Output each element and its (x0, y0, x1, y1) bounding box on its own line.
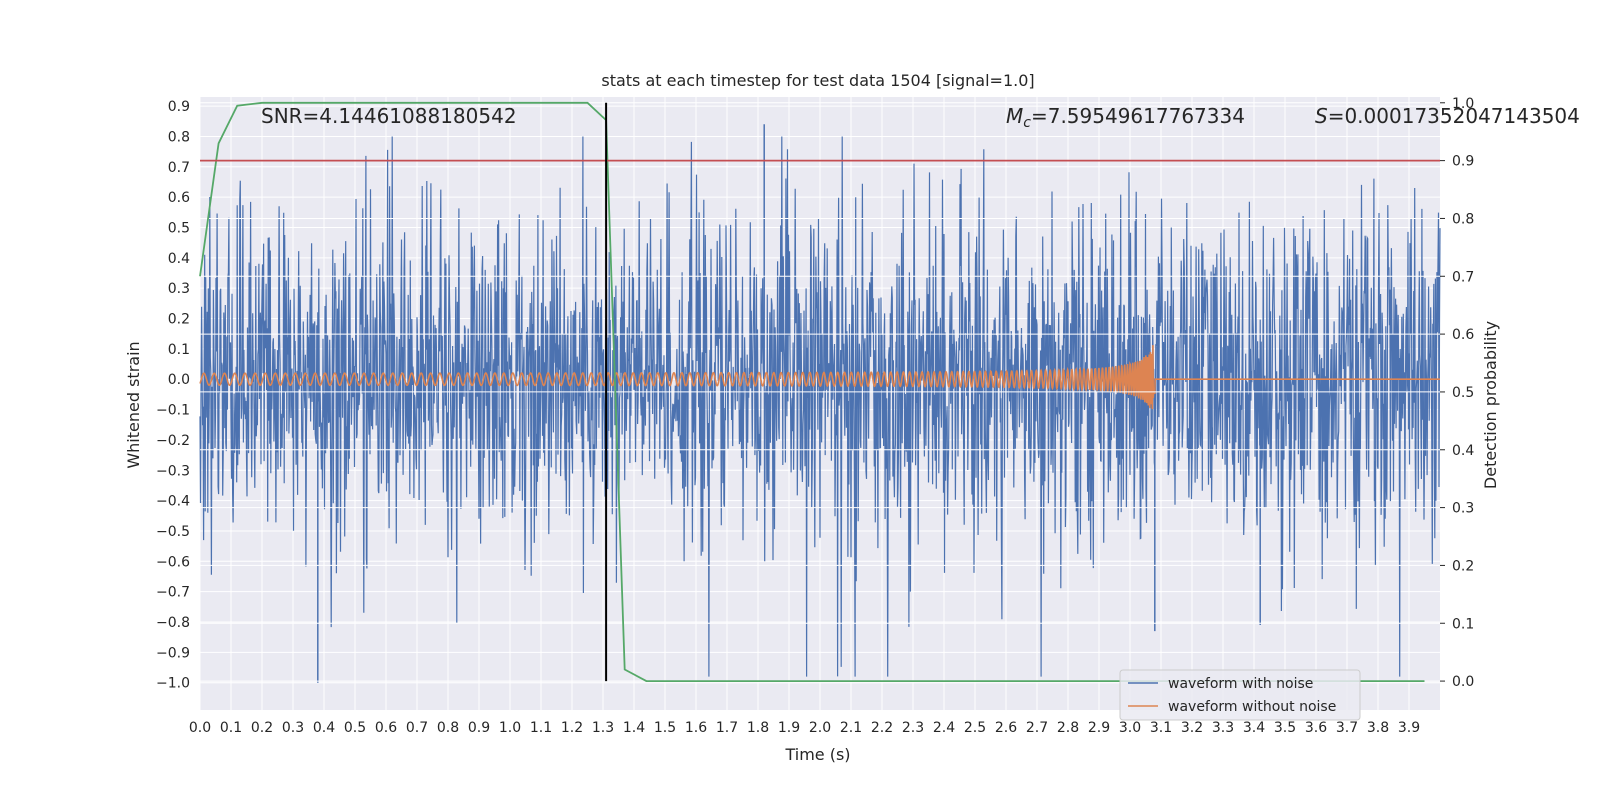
x-tick-label: 2.9 (1088, 720, 1110, 736)
x-tick-label: 3.9 (1398, 720, 1420, 736)
y-right-tick-label: 0.2 (1452, 558, 1474, 574)
legend-label-noise: waveform with noise (1168, 676, 1313, 692)
y-right-tick-label: 0.6 (1452, 327, 1474, 343)
y-tick-label: −0.6 (156, 554, 190, 570)
y-tick-label: 0.5 (168, 220, 190, 236)
x-tick-label: 3.6 (1305, 720, 1327, 736)
x-tick-label: 1.0 (499, 720, 521, 736)
chirp-mass-annotation: Mc=7.59549617767334 (1006, 104, 1245, 131)
s-symbol: S (1315, 104, 1328, 128)
x-tick-label: 0.9 (468, 720, 490, 736)
x-tick-label: 2.0 (809, 720, 831, 736)
y-tick-label: 0.0 (168, 372, 190, 388)
y-tick-label: 0.2 (168, 312, 190, 328)
x-tick-label: 2.6 (995, 720, 1017, 736)
x-tick-label: 0.7 (406, 720, 428, 736)
y-right-axis-ticks: 1.0 0.9 0.8 0.7 0.6 0.5 0.4 0.3 0.2 0.1 0.0 (1440, 96, 1474, 690)
x-tick-label: 2.8 (1057, 720, 1079, 736)
x-axis-ticks: 0.0 0.1 0.2 0.3 0.4 0.5 0.6 0.7 0.8 0.9 1.0 1.1 1.2 1… (189, 720, 1420, 736)
chirp-mass-symbol: M (1006, 104, 1023, 128)
y-tick-label: −0.2 (156, 433, 190, 449)
y-tick-label: −0.3 (156, 463, 190, 479)
y-right-tick-label: 0.7 (1452, 269, 1474, 285)
x-tick-label: 2.3 (902, 720, 924, 736)
x-tick-label: 3.2 (1181, 720, 1203, 736)
y-tick-label: 0.9 (168, 99, 190, 115)
x-tick-label: 1.5 (654, 720, 676, 736)
y-right-tick-label: 0.3 (1452, 501, 1474, 517)
y-axis-label: Whitened strain (124, 341, 143, 468)
legend: waveform with noise waveform without noi… (1119, 669, 1361, 721)
chart-title: stats at each timestep for test data 150… (601, 71, 1034, 90)
x-tick-label: 1.8 (747, 720, 769, 736)
x-tick-label: 2.2 (871, 720, 893, 736)
y-tick-label: 0.8 (168, 129, 190, 145)
x-tick-label: 2.7 (1026, 720, 1048, 736)
y-tick-label: 0.1 (168, 342, 190, 358)
x-tick-label: 1.4 (623, 720, 645, 736)
x-tick-label: 0.4 (313, 720, 335, 736)
x-tick-label: 3.1 (1150, 720, 1172, 736)
x-tick-label: 1.6 (685, 720, 707, 736)
x-tick-label: 3.8 (1367, 720, 1389, 736)
x-tick-label: 2.5 (964, 720, 986, 736)
x-tick-label: 3.0 (1119, 720, 1141, 736)
y-tick-label: −0.1 (156, 403, 190, 419)
x-tick-label: 3.7 (1336, 720, 1358, 736)
line-waveform-without-noise (199, 345, 1440, 410)
chirp-mass-subscript: c (1023, 115, 1031, 131)
y-tick-label: −0.7 (156, 585, 190, 601)
y-right-tick-label: 1.0 (1452, 96, 1474, 112)
x-tick-label: 1.9 (778, 720, 800, 736)
x-tick-label: 1.3 (592, 720, 614, 736)
x-tick-label: 0.1 (220, 720, 242, 736)
line-detection-probability (199, 101, 1425, 682)
series-detection-probability (199, 101, 1425, 682)
y-tick-label: −0.8 (156, 615, 190, 631)
x-tick-label: 0.3 (282, 720, 304, 736)
series-waveform-without-noise (199, 345, 1440, 410)
s-value: =0.00017352047143504 (1328, 104, 1580, 128)
x-tick-label: 0.5 (344, 720, 366, 736)
x-tick-label: 0.0 (189, 720, 211, 736)
x-tick-label: 1.2 (561, 720, 583, 736)
y-right-tick-label: 0.4 (1452, 443, 1474, 459)
y-tick-label: −1.0 (156, 676, 190, 692)
x-axis-label: Time (s) (784, 745, 850, 764)
x-tick-label: 1.1 (530, 720, 552, 736)
x-tick-label: 0.2 (251, 720, 273, 736)
x-tick-label: 3.5 (1274, 720, 1296, 736)
y-tick-label: 0.4 (168, 251, 190, 267)
y-tick-label: 0.3 (168, 281, 190, 297)
y-right-axis-label: Detection probability (1481, 321, 1500, 489)
snr-annotation: SNR=4.14461088180542 (261, 104, 517, 128)
x-tick-label: 2.1 (840, 720, 862, 736)
y-tick-label: −0.9 (156, 645, 190, 661)
y-right-tick-label: 0.1 (1452, 616, 1474, 632)
y-tick-label: −0.5 (156, 524, 190, 540)
x-tick-label: 0.8 (437, 720, 459, 736)
y-right-tick-label: 0.0 (1452, 674, 1474, 690)
y-tick-label: 0.7 (168, 160, 190, 176)
x-tick-label: 2.4 (933, 720, 955, 736)
y-right-tick-label: 0.9 (1452, 154, 1474, 170)
legend-box (1119, 669, 1361, 721)
y-right-tick-label: 0.8 (1452, 211, 1474, 227)
chirp-mass-value: =7.59549617767334 (1031, 104, 1245, 128)
legend-label-clean: waveform without noise (1168, 699, 1336, 715)
x-tick-label: 3.3 (1212, 720, 1234, 736)
y-tick-label: 0.6 (168, 190, 190, 206)
x-tick-label: 3.4 (1243, 720, 1265, 736)
x-tick-label: 0.6 (375, 720, 397, 736)
x-tick-label: 1.7 (716, 720, 738, 736)
y-axis-ticks: 0.9 0.8 0.7 0.6 0.5 0.4 0.3 0.2 0.1 0.0 −0.1 −0.2 −0… (156, 99, 190, 692)
y-right-tick-label: 0.5 (1452, 385, 1474, 401)
y-tick-label: −0.4 (156, 494, 190, 510)
s-annotation: S=0.00017352047143504 (1315, 104, 1580, 128)
